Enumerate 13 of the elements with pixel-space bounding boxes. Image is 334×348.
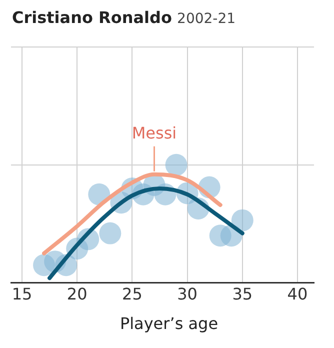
- x-tick-label: 20: [66, 284, 88, 304]
- x-tick-label: 40: [287, 284, 308, 304]
- x-tick-label: 15: [12, 284, 32, 304]
- x-tick-label: 35: [232, 284, 253, 304]
- chart-subtitle: 2002-21: [177, 11, 236, 27]
- point: [99, 222, 122, 244]
- chart-title: Cristiano Ronaldo: [12, 8, 172, 27]
- x-axis-title: Player’s age: [118, 314, 220, 333]
- x-tick-label: 25: [122, 284, 142, 304]
- text: Messi: [132, 123, 177, 142]
- point: [231, 209, 254, 232]
- point: [165, 154, 188, 176]
- x-tick-label: 30: [177, 284, 198, 304]
